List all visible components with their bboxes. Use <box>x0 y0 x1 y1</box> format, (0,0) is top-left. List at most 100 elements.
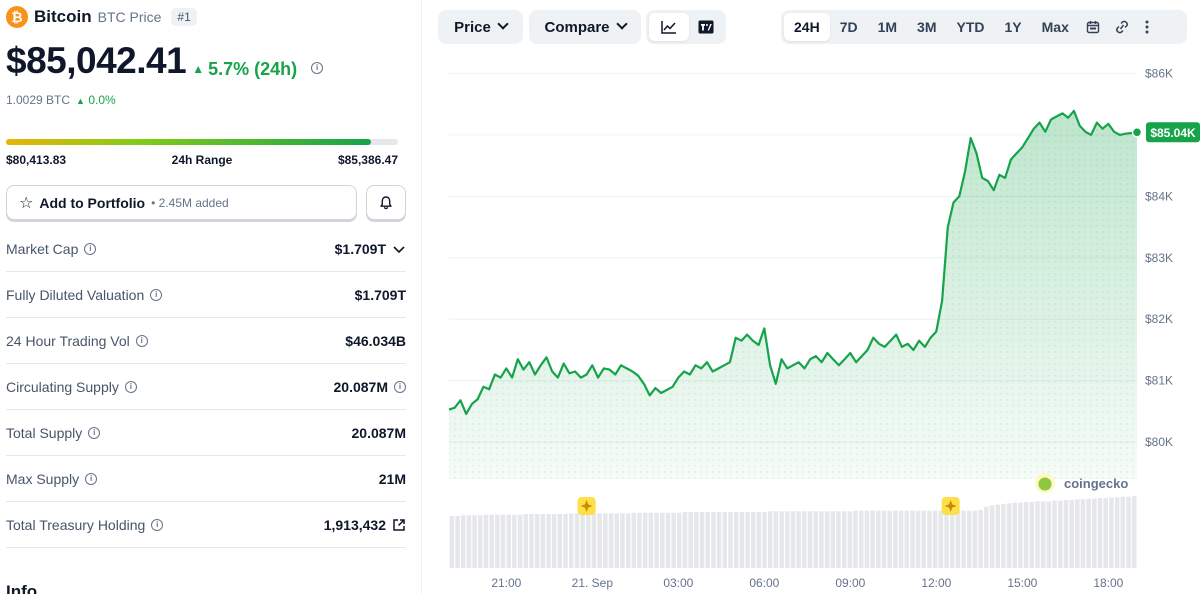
stat-row-total-treasury-holding: Total Treasury Holding i 1,913,432 <box>6 502 406 548</box>
range-button-1y[interactable]: 1Y <box>1004 19 1022 35</box>
volume-bar <box>557 514 563 568</box>
volume-bar <box>614 513 619 568</box>
info-icon[interactable]: i <box>150 288 163 301</box>
volume-bar <box>915 510 921 568</box>
range-label: 24h Range <box>171 153 233 167</box>
volume-bar <box>785 511 790 568</box>
info-icon[interactable]: i <box>124 380 137 393</box>
line-chart-button[interactable] <box>649 13 689 41</box>
volume-bar <box>938 510 944 568</box>
stat-value-text: $1.709T <box>354 286 406 303</box>
stat-label-text: Total Treasury Holding <box>6 516 146 533</box>
stat-row-total-supply: Total Supply i 20.087M <box>6 410 406 456</box>
price-dropdown[interactable]: Price <box>438 10 523 44</box>
volume-bar <box>881 510 887 568</box>
stat-label: 24 Hour Trading Vol i <box>6 333 148 349</box>
info-icon[interactable]: i <box>85 472 98 485</box>
range-button-1m[interactable]: 1M <box>877 19 898 35</box>
coin-summary-panel: ₿ Bitcoin BTC Price #1 $85,042.41 ▲ 5.7%… <box>0 0 412 594</box>
range-button-ytd[interactable]: YTD <box>956 19 985 35</box>
volume-bar <box>466 515 472 568</box>
y-tick-label: $83K <box>1145 251 1173 265</box>
add-to-portfolio-button[interactable]: ☆ Add to Portfolio • 2.45M added <box>6 185 357 220</box>
x-tick-label: 03:00 <box>663 576 693 590</box>
volume-bar <box>819 511 824 568</box>
volume-bar <box>1131 496 1137 568</box>
btc-value: 1.0029 BTC <box>6 93 71 107</box>
info-icon[interactable]: i <box>84 242 97 255</box>
volume-bar <box>529 514 534 568</box>
current-price-badge <box>1146 122 1200 143</box>
add-to-portfolio-label: Add to Portfolio <box>39 194 146 211</box>
stat-label-text: Max Supply <box>6 470 80 487</box>
volume-bar <box>449 516 455 568</box>
24h-range-labels: $80,413.83 24h Range $85,386.47 <box>6 153 398 167</box>
range-button-24h[interactable]: 24H <box>784 13 830 41</box>
range-button-max[interactable]: Max <box>1041 19 1069 35</box>
x-tick-label: 12:00 <box>921 576 951 590</box>
x-tick-label: 18:00 <box>1093 576 1123 590</box>
24h-range-bar <box>6 139 398 145</box>
volume-bar <box>870 510 875 568</box>
y-tick-label: $84K <box>1145 189 1173 203</box>
volume-bar <box>472 515 477 568</box>
volume-bar <box>711 512 716 568</box>
stat-label-text: 24 Hour Trading Vol <box>6 332 130 349</box>
price-alert-button[interactable] <box>366 185 406 220</box>
volume-bar <box>1063 500 1069 568</box>
volume-bar <box>500 514 506 568</box>
volume-bar <box>637 512 642 568</box>
date-picker-button[interactable] <box>1079 13 1107 41</box>
share-link-button[interactable] <box>1107 13 1137 41</box>
info-icon[interactable]: i <box>151 518 164 531</box>
stat-label-text: Fully Diluted Valuation <box>6 286 145 303</box>
chevron-down-icon <box>497 18 509 30</box>
chevron-down-icon[interactable] <box>392 242 406 256</box>
line-chart-icon <box>661 21 676 34</box>
tradingview-button[interactable] <box>689 13 723 41</box>
volume-bar <box>660 512 665 568</box>
volume-bar <box>688 512 693 568</box>
volume-bar <box>1052 500 1057 568</box>
btc-price-row: 1.0029 BTC ▲ 0.0% <box>6 93 116 107</box>
stat-value: $1.709T <box>335 241 406 257</box>
info-icon[interactable]: i <box>88 426 101 439</box>
volume-bar <box>1069 500 1074 568</box>
more-options-button[interactable] <box>1137 13 1157 41</box>
volume-bar <box>642 512 648 568</box>
range-button-3m[interactable]: 3M <box>917 19 937 35</box>
stat-value: $1.709T <box>355 287 406 303</box>
current-price: $85,042.41 <box>6 40 187 81</box>
volume-bar <box>893 510 898 568</box>
volume-bar <box>716 512 722 568</box>
info-icon[interactable]: i <box>135 334 148 347</box>
price-row: $85,042.41 ▲ 5.7% (24h) i <box>6 40 324 82</box>
volume-bar <box>574 513 580 568</box>
info-heading: Info <box>6 582 38 594</box>
volume-bar <box>1023 502 1029 568</box>
volume-bar <box>551 514 557 568</box>
volume-bar <box>728 512 733 568</box>
compare-dropdown[interactable]: Compare <box>529 10 641 44</box>
volume-bar <box>534 514 540 568</box>
x-tick-label: 06:00 <box>749 576 779 590</box>
volume-bar <box>927 510 932 568</box>
price-chart: $80K $81K $82K $83K $84K $86K coingecko $85.04K… <box>448 66 1200 590</box>
y-tick-label: $81K <box>1145 374 1173 388</box>
rank-badge: #1 <box>171 8 197 26</box>
volume-bar <box>768 511 773 568</box>
volume-bar <box>802 511 807 568</box>
gecko-logo-body <box>1038 477 1052 491</box>
volume-bar <box>648 512 654 568</box>
stat-label: Fully Diluted Valuation i <box>6 286 163 303</box>
volume-bar <box>836 511 841 568</box>
info-icon[interactable]: i <box>311 61 324 74</box>
range-low: $80,413.83 <box>6 153 67 167</box>
external-link-icon[interactable] <box>392 518 406 532</box>
y-tick-label: $86K <box>1145 66 1173 80</box>
range-button-7d[interactable]: 7D <box>839 19 858 35</box>
event-marker-icon <box>577 497 596 515</box>
volume-bar <box>603 513 608 568</box>
volume-bar <box>955 510 961 568</box>
info-icon[interactable]: i <box>394 380 406 393</box>
